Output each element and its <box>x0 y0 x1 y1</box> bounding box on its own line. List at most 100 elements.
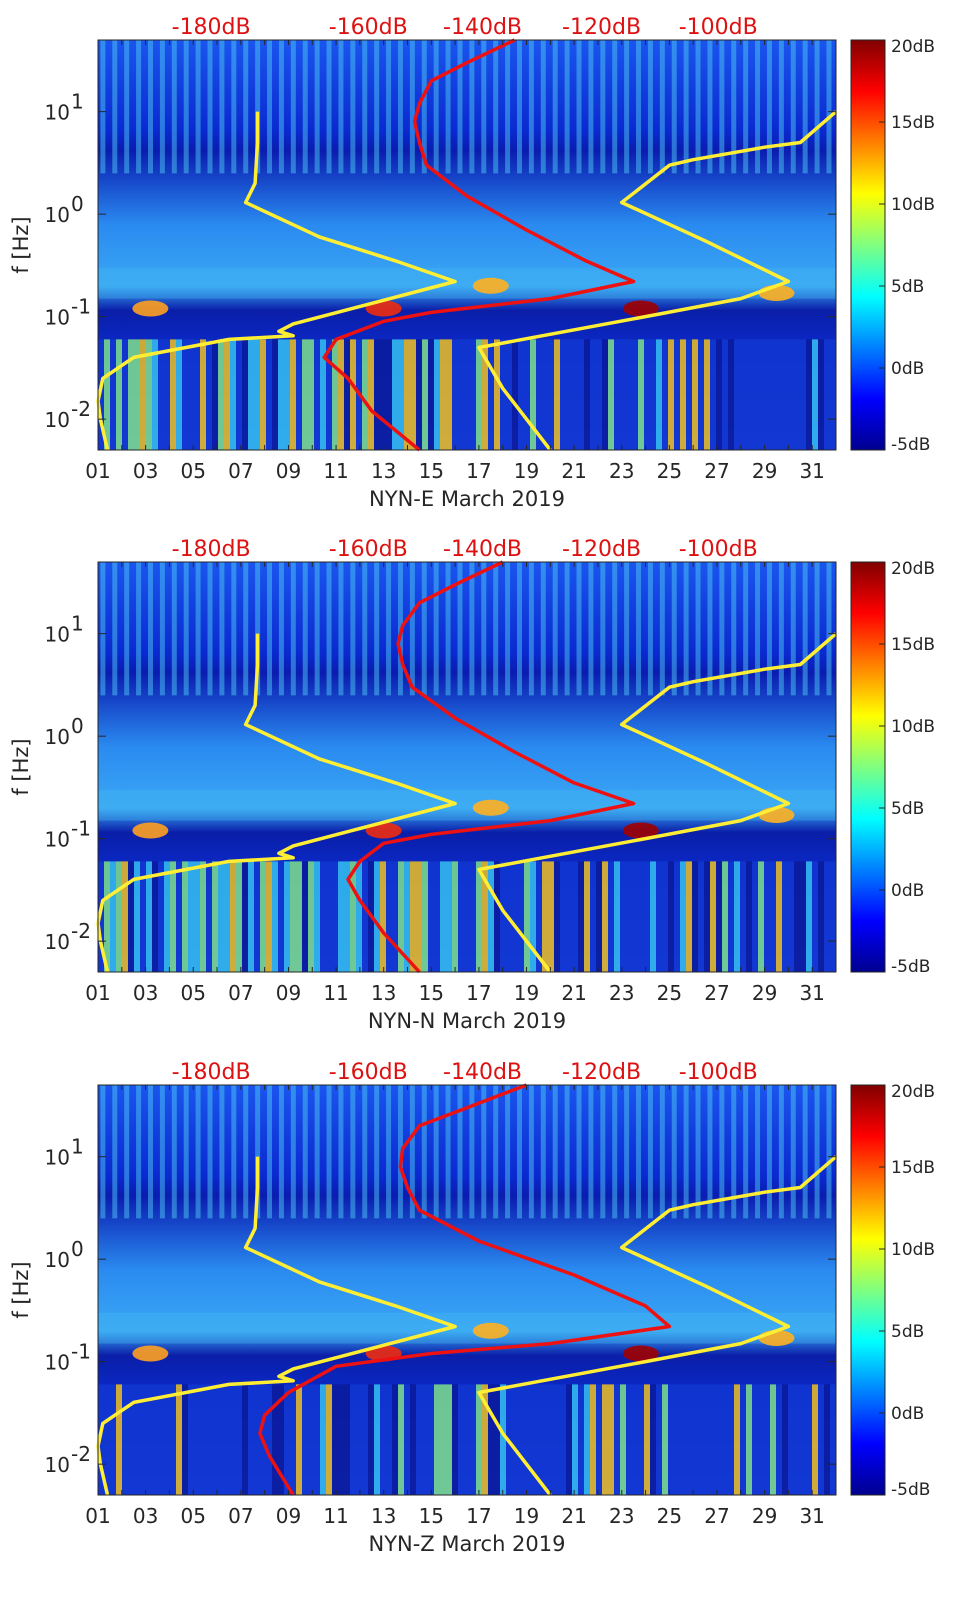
top-db-label: -100dB <box>679 1060 758 1085</box>
top-db-label: -180dB <box>172 1060 251 1085</box>
x-tick-label: 03 <box>133 1504 158 1528</box>
x-tick-label: 27 <box>704 459 729 483</box>
y-tick-exponent: 1 <box>71 612 84 636</box>
x-tick-label: 15 <box>419 1504 444 1528</box>
colorbar-label: 10dB <box>891 1240 935 1260</box>
x-tick-label: 13 <box>371 981 396 1005</box>
spectrogram-background <box>98 40 836 450</box>
colorbar-label: 15dB <box>891 113 935 133</box>
panel-nyn-n: 01 03 05 07 09 11 13 15 17 19 21 23 25 27 29 3110-210-1… <box>9 537 935 1033</box>
series-line-1 <box>96 111 457 451</box>
y-axis-label: f [Hz] <box>9 1261 33 1318</box>
y-tick-exponent: -2 <box>71 919 91 943</box>
colorbar-label: 15dB <box>891 1158 935 1178</box>
y-tick-exponent: 0 <box>71 714 84 738</box>
x-tick-label: 25 <box>657 459 682 483</box>
x-tick-label: 07 <box>228 981 253 1005</box>
y-tick-exponent: 1 <box>71 90 84 114</box>
plot-frame <box>97 561 837 973</box>
top-db-label: -100dB <box>679 15 758 40</box>
top-db-label: -100dB <box>679 537 758 562</box>
series-line-3 <box>258 1083 672 1496</box>
colorbar-label: 20dB <box>891 37 935 57</box>
x-tick-label: 05 <box>180 981 205 1005</box>
x-tick-label: 25 <box>657 981 682 1005</box>
y-tick-exponent: 0 <box>71 1237 84 1261</box>
spectrogram-background <box>98 1085 836 1495</box>
series-line-1 <box>96 1156 457 1496</box>
colorbar-label: 0dB <box>891 881 924 901</box>
y-tick-label: 10 <box>45 1453 70 1477</box>
x-tick-label: 31 <box>799 459 824 483</box>
colorbar-label: 5dB <box>891 277 924 297</box>
colorbar-label: 0dB <box>891 359 924 379</box>
x-tick-label: 23 <box>609 1504 634 1528</box>
colorbar-label: -5dB <box>891 957 930 977</box>
series-line-3 <box>322 38 636 452</box>
x-tick-label: 07 <box>228 1504 253 1528</box>
x-tick-label: 19 <box>514 1504 539 1528</box>
x-tick-label: 29 <box>752 981 777 1005</box>
x-tick-label: 21 <box>561 459 586 483</box>
top-db-label: -140dB <box>443 1060 522 1085</box>
top-db-label: -180dB <box>172 537 251 562</box>
colorbar-label: 10dB <box>891 195 935 215</box>
colorbar-label: 20dB <box>891 559 935 579</box>
y-axis-label: f [Hz] <box>9 216 33 273</box>
x-tick-label: 03 <box>133 459 158 483</box>
colorbar-label: 0dB <box>891 1404 924 1424</box>
colorbar-label: 5dB <box>891 1322 924 1342</box>
x-tick-label: 21 <box>561 981 586 1005</box>
x-tick-label: 01 <box>85 1504 110 1528</box>
colorbar-label: 5dB <box>891 799 924 819</box>
x-tick-label: 09 <box>276 459 301 483</box>
top-db-label: -160dB <box>329 1060 408 1085</box>
series-line-2 <box>477 632 838 974</box>
y-tick-label: 10 <box>45 101 70 125</box>
x-axis-label: NYN-N March 2019 <box>368 1009 566 1033</box>
x-tick-label: 11 <box>323 459 348 483</box>
series-line-1 <box>96 633 457 973</box>
x-tick-label: 17 <box>466 981 491 1005</box>
panel-nyn-z: 01 03 05 07 09 11 13 15 17 19 21 23 25 27 29 3110-210-1… <box>9 1060 935 1556</box>
top-db-label: -120dB <box>562 15 641 40</box>
x-tick-label: 03 <box>133 981 158 1005</box>
x-tick-label: 15 <box>419 459 444 483</box>
y-tick-exponent: 1 <box>71 1135 84 1159</box>
x-tick-label: 31 <box>799 1504 824 1528</box>
top-db-label: -160dB <box>329 15 408 40</box>
y-tick-exponent: -1 <box>71 295 91 319</box>
x-axis-label: NYN-Z March 2019 <box>368 1532 565 1556</box>
x-tick-label: 09 <box>276 1504 301 1528</box>
colorbar-label: 10dB <box>891 717 935 737</box>
y-tick-exponent: -2 <box>71 397 91 421</box>
x-tick-label: 13 <box>371 1504 396 1528</box>
colorbar-label: -5dB <box>891 1480 930 1500</box>
colorbar <box>850 561 886 973</box>
top-db-label: -180dB <box>172 15 251 40</box>
x-axis-label: NYN-E March 2019 <box>369 487 565 511</box>
y-tick-label: 10 <box>45 828 70 852</box>
x-tick-label: 31 <box>799 981 824 1005</box>
x-tick-label: 17 <box>466 459 491 483</box>
top-db-label: -120dB <box>562 537 641 562</box>
colorbar-label: -5dB <box>891 435 930 455</box>
y-tick-label: 10 <box>45 1248 70 1272</box>
colorbar <box>850 39 886 451</box>
y-tick-label: 10 <box>45 306 70 330</box>
y-tick-exponent: 0 <box>71 192 84 216</box>
spectrogram-background <box>98 562 836 972</box>
series-line-2 <box>477 110 838 452</box>
y-tick-label: 10 <box>45 930 70 954</box>
y-tick-exponent: -1 <box>71 817 91 841</box>
y-tick-exponent: -1 <box>71 1340 91 1364</box>
y-tick-exponent: -2 <box>71 1442 91 1466</box>
x-tick-label: 09 <box>276 981 301 1005</box>
x-tick-label: 07 <box>228 459 253 483</box>
x-tick-label: 19 <box>514 459 539 483</box>
top-db-label: -160dB <box>329 537 408 562</box>
y-tick-label: 10 <box>45 1146 70 1170</box>
x-tick-label: 29 <box>752 1504 777 1528</box>
series-line-3 <box>346 560 636 974</box>
